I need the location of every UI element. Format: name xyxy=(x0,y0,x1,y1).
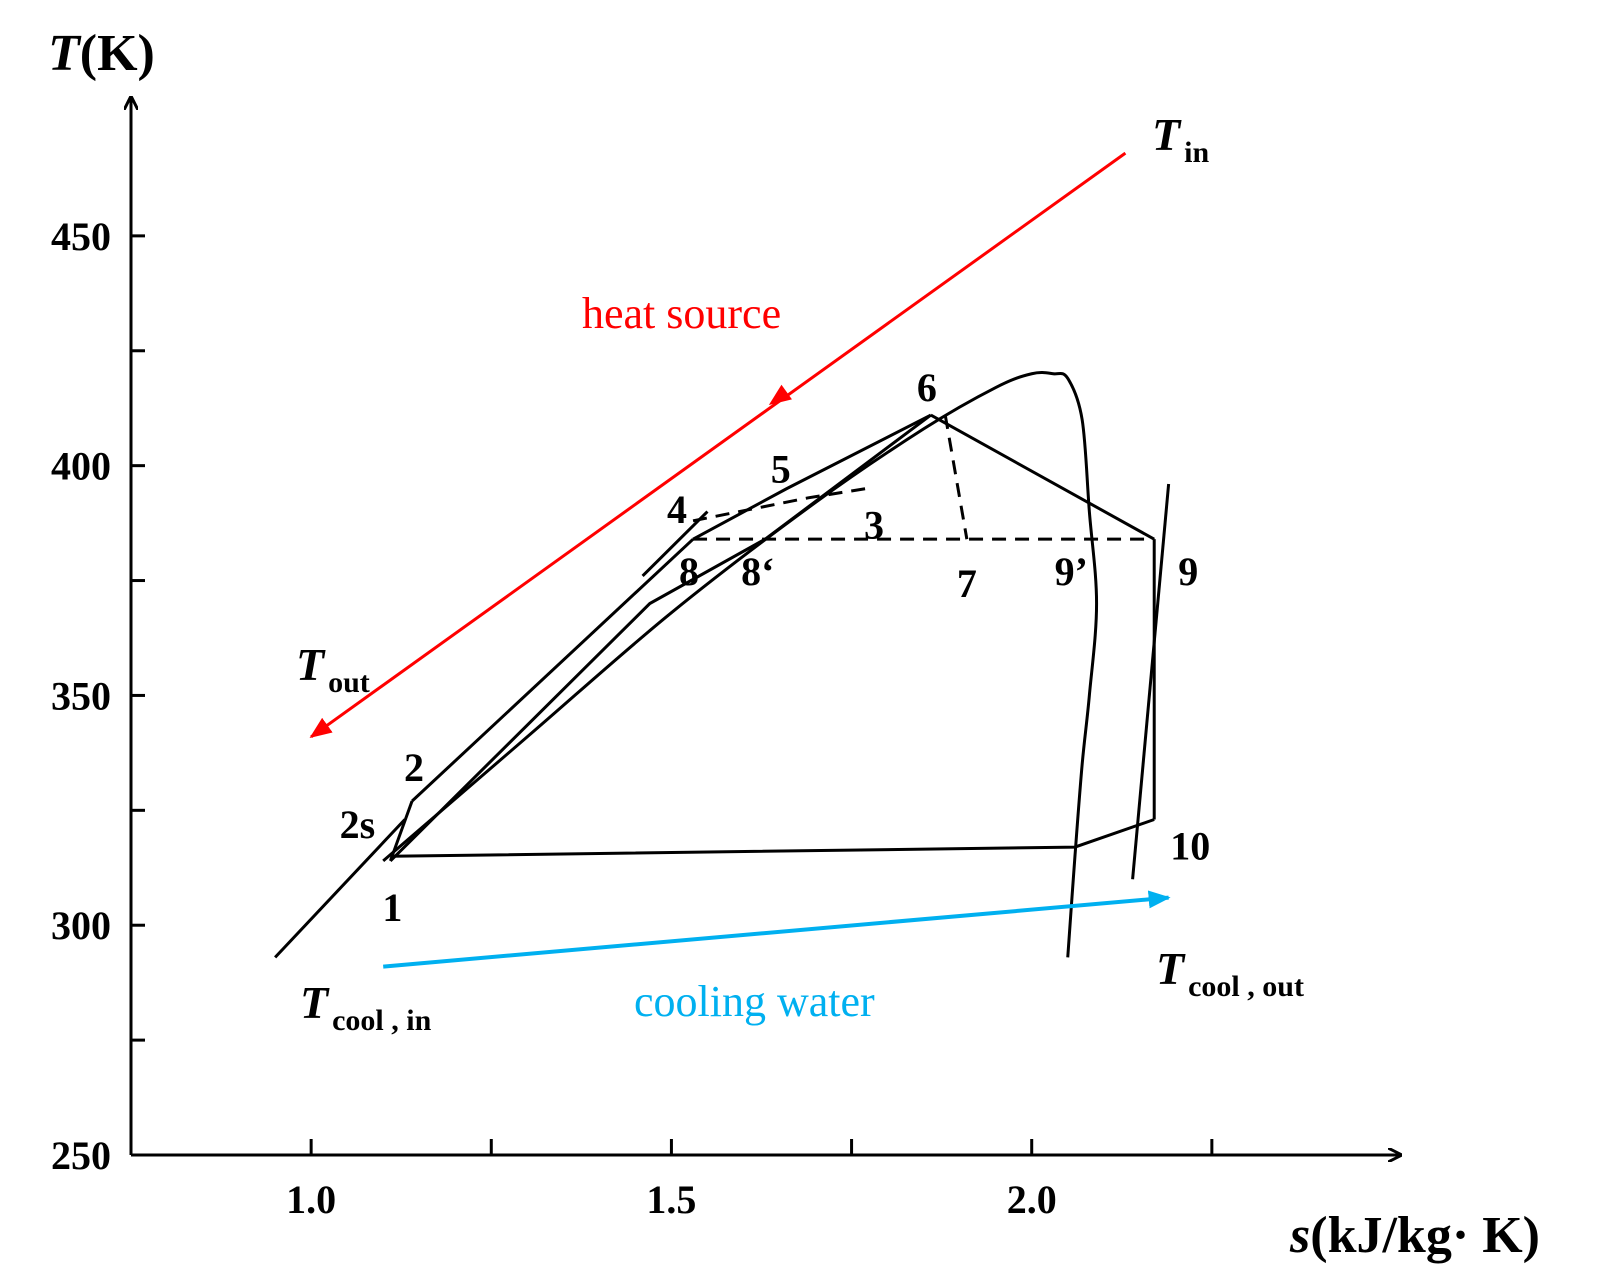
y-tick-label-250: 250 xyxy=(51,1133,111,1178)
isobar-through-8-line xyxy=(641,510,709,578)
heat-source-mid-arrowhead xyxy=(768,384,792,405)
x-axis-ticks: 1.0 1.5 2.0 xyxy=(286,1139,1214,1222)
point-label-10: 10 xyxy=(1170,824,1210,869)
saturation-dome-curve xyxy=(382,371,1099,958)
heat-source-arrow xyxy=(309,151,1127,739)
point-label-6: 6 xyxy=(917,365,937,410)
evaporation-8-6-line xyxy=(692,413,932,541)
point-label-9: 9 xyxy=(1178,549,1198,594)
point-label-4: 4 xyxy=(667,487,687,532)
y-tick-label-400: 400 xyxy=(51,444,111,489)
point-label-1: 1 xyxy=(382,885,402,930)
point-label-3: 3 xyxy=(864,503,884,548)
6-7-dashed-line xyxy=(943,414,969,540)
cooling-water-label: cooling water xyxy=(634,977,875,1026)
y-tick-label-350: 350 xyxy=(51,673,111,718)
plot-area: 12s 2 3 4 5 6 7 8 8‘ 9’ 9 10 heat source T in T out cooli… xyxy=(274,109,1304,1037)
y-axis-title: T(K) xyxy=(48,25,155,82)
point-label-7: 7 xyxy=(957,561,977,606)
x-tick-label-2-0: 2.0 xyxy=(1007,1177,1057,1222)
point-label-8: 8‘ xyxy=(741,549,774,594)
cooling-water-arrow xyxy=(383,890,1171,969)
isobar-at-9-10-region-line xyxy=(1131,483,1171,880)
point-label-8: 8 xyxy=(679,549,699,594)
pump-1-2-line xyxy=(388,800,414,862)
y-axis-ticks: 250 300 350 400 450 xyxy=(51,214,145,1178)
point-label-2: 2 xyxy=(404,745,424,790)
x-tick-label-1-5: 1.5 xyxy=(646,1177,696,1222)
x-tick-label-1-0: 1.0 xyxy=(286,1177,336,1222)
point-label-5: 5 xyxy=(771,447,791,492)
isobar-through-1-line xyxy=(274,818,406,959)
point-label-9: 9’ xyxy=(1055,549,1088,594)
x-axis-title: s(kJ/kg· K) xyxy=(1289,1207,1540,1264)
y-tick-label-450: 450 xyxy=(51,214,111,259)
heat-source-label: heat source xyxy=(582,289,781,338)
condensation-10-1-line xyxy=(390,818,1155,858)
y-tick-label-300: 300 xyxy=(51,903,111,948)
4-3-dashed-line xyxy=(692,487,867,523)
turbine-6-9-line xyxy=(930,413,1155,541)
point-label-2s: 2s xyxy=(340,802,376,847)
preheating-2-8-line xyxy=(411,538,695,803)
ideal-heating-line-line xyxy=(389,413,932,862)
